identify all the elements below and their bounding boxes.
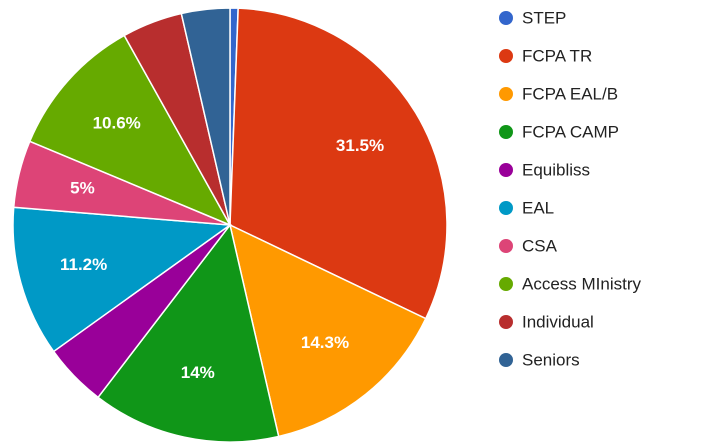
pie-slice xyxy=(12,206,233,353)
legend-text: CSA xyxy=(522,236,558,255)
legend-swatch xyxy=(499,239,513,253)
legend-swatch xyxy=(499,163,513,177)
legend-text: FCPA EAL/B xyxy=(522,84,618,103)
legend-text: Seniors xyxy=(522,350,580,369)
legend-text: Equibliss xyxy=(522,160,590,179)
legend-text: Individual xyxy=(522,312,594,331)
slice-label: 11.2% xyxy=(60,255,107,274)
legend-swatch xyxy=(499,353,513,367)
legend-swatch xyxy=(499,11,513,25)
legend-swatch xyxy=(499,49,513,63)
legend-text: STEP xyxy=(522,8,566,27)
legend-text: FCPA CAMP xyxy=(522,122,619,141)
pie-slice xyxy=(180,7,231,226)
slice-label: 14.3% xyxy=(301,333,349,352)
legend-swatch xyxy=(499,87,513,101)
pie-slice xyxy=(229,7,448,320)
slice-label: 14% xyxy=(181,363,215,382)
pie-slice xyxy=(97,223,280,443)
legend-swatch xyxy=(499,315,513,329)
slice-label: 31.5% xyxy=(336,136,384,155)
legend-swatch xyxy=(499,277,513,291)
slice-label: 10.6% xyxy=(93,113,141,132)
legend-text: EAL xyxy=(522,198,554,217)
legend-text: FCPA TR xyxy=(522,46,592,65)
slice-label: 5% xyxy=(70,179,95,198)
legend-swatch xyxy=(499,201,513,215)
pie-slice xyxy=(228,223,427,438)
pie-slice xyxy=(28,34,232,227)
legend-text: Access MInistry xyxy=(522,274,642,293)
legend-swatch xyxy=(499,125,513,139)
